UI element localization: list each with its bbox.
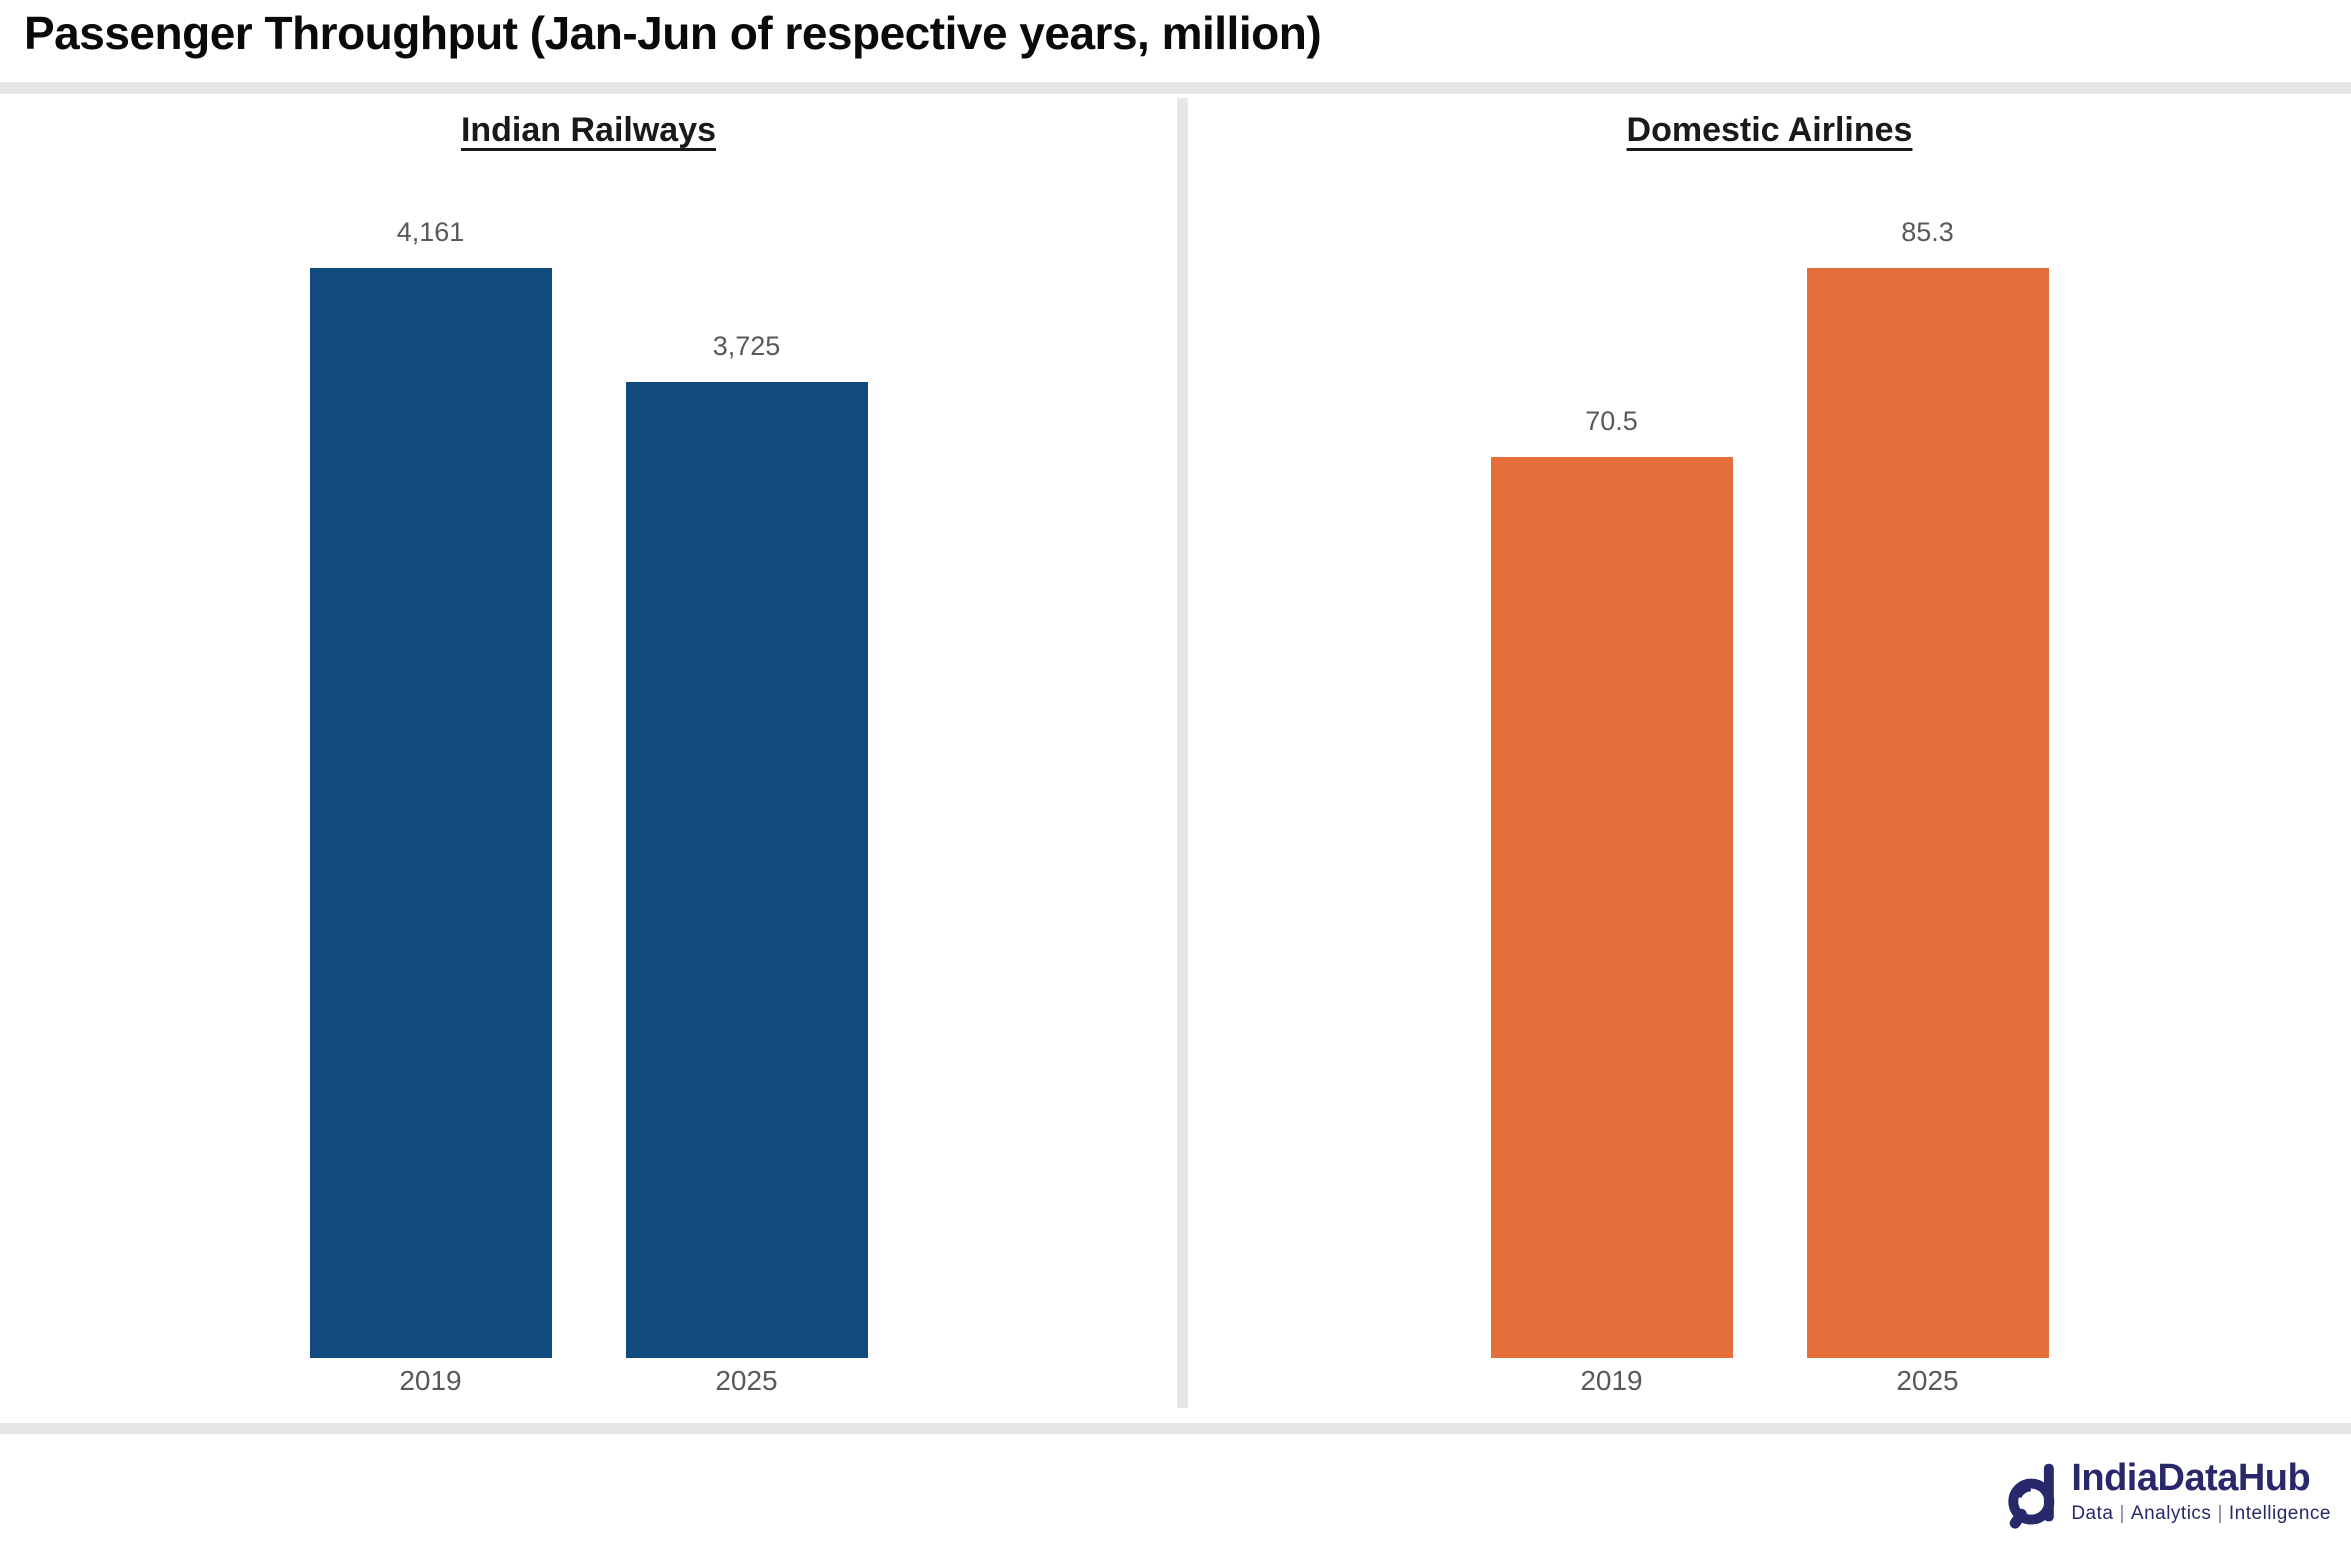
tagline-data: Data (2071, 1502, 2114, 1524)
x-axis-label: 2019 (1580, 1364, 1643, 1396)
bar-group-2025: 3,725 2025 (625, 331, 868, 1403)
bars-row: 4,161 2019 3,725 2025 (0, 217, 1177, 1403)
bar-group-2025: 85.3 2025 (1806, 217, 2049, 1403)
page-title: Passenger Throughput (Jan-Jun of respect… (24, 7, 1322, 59)
x-axis-label: 2025 (1896, 1364, 1959, 1396)
tagline-intelligence: Intelligence (2228, 1502, 2331, 1524)
logo-text: IndiaDataHub Data | Analytics | Intelligence (2071, 1457, 2331, 1525)
panel-domestic-airlines: Domestic Airlines 70.5 2019 85.3 2025 (1188, 95, 2351, 1423)
bar-value-label: 3,725 (712, 331, 781, 361)
logo-tagline: Data | Analytics | Intelligence (2071, 1503, 2331, 1525)
tagline-separator: | (2217, 1502, 2223, 1524)
bars-row: 70.5 2019 85.3 2025 (1188, 217, 2351, 1403)
logo-name: IndiaDataHub (2071, 1457, 2311, 1499)
bar-2025 (1806, 268, 2049, 1358)
indiadatahub-d-icon (2008, 1463, 2055, 1529)
bottom-divider (0, 1423, 2351, 1434)
bar-group-2019: 4,161 2019 (309, 217, 552, 1403)
bar-2019 (309, 268, 552, 1358)
panel-indian-railways: Indian Railways 4,161 2019 3,725 2025 (0, 95, 1177, 1423)
top-divider (0, 82, 2351, 94)
bar-value-label: 70.5 (1585, 406, 1638, 436)
tagline-analytics: Analytics (2130, 1502, 2212, 1524)
panel-title-domestic-airlines: Domestic Airlines (1626, 111, 1913, 149)
panel-title-indian-railways: Indian Railways (460, 111, 717, 149)
panel-divider (1177, 98, 1188, 1408)
bar-value-label: 85.3 (1901, 217, 1954, 247)
bar-value-label: 4,161 (396, 217, 465, 247)
x-axis-label: 2019 (399, 1364, 462, 1396)
tagline-separator: | (2119, 1502, 2125, 1524)
bar-group-2019: 70.5 2019 (1490, 406, 1733, 1403)
bar-2019 (1490, 457, 1733, 1358)
x-axis-label: 2025 (715, 1364, 778, 1396)
bar-2025 (625, 382, 868, 1358)
indiadatahub-logo: IndiaDataHub Data | Analytics | Intelligence (2007, 1457, 2331, 1538)
